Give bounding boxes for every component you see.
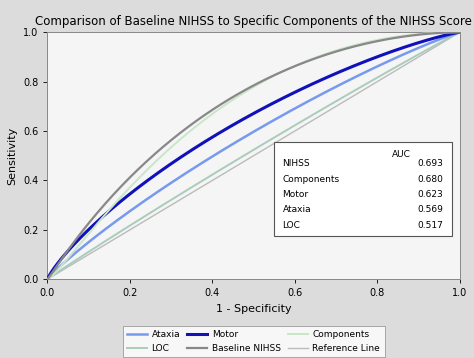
X-axis label: 1 - Specificity: 1 - Specificity (216, 304, 292, 314)
Text: 0.517: 0.517 (418, 221, 443, 230)
Text: 0.569: 0.569 (418, 205, 443, 214)
Text: AUC: AUC (392, 150, 410, 159)
Legend: Ataxia, LOC, Motor, Baseline NIHSS, Components, Reference Line: Ataxia, LOC, Motor, Baseline NIHSS, Comp… (123, 326, 384, 357)
Text: NIHSS: NIHSS (283, 159, 310, 168)
Title: Comparison of Baseline NIHSS to Specific Components of the NIHSS Score: Comparison of Baseline NIHSS to Specific… (35, 15, 472, 28)
FancyBboxPatch shape (274, 142, 452, 236)
Text: Ataxia: Ataxia (283, 205, 311, 214)
Text: LOC: LOC (283, 221, 301, 230)
Text: Components: Components (283, 175, 339, 184)
Text: 0.693: 0.693 (418, 159, 443, 168)
Text: 0.680: 0.680 (418, 175, 443, 184)
Text: Motor: Motor (283, 190, 309, 199)
Text: 0.623: 0.623 (418, 190, 443, 199)
Y-axis label: Sensitivity: Sensitivity (8, 127, 18, 185)
